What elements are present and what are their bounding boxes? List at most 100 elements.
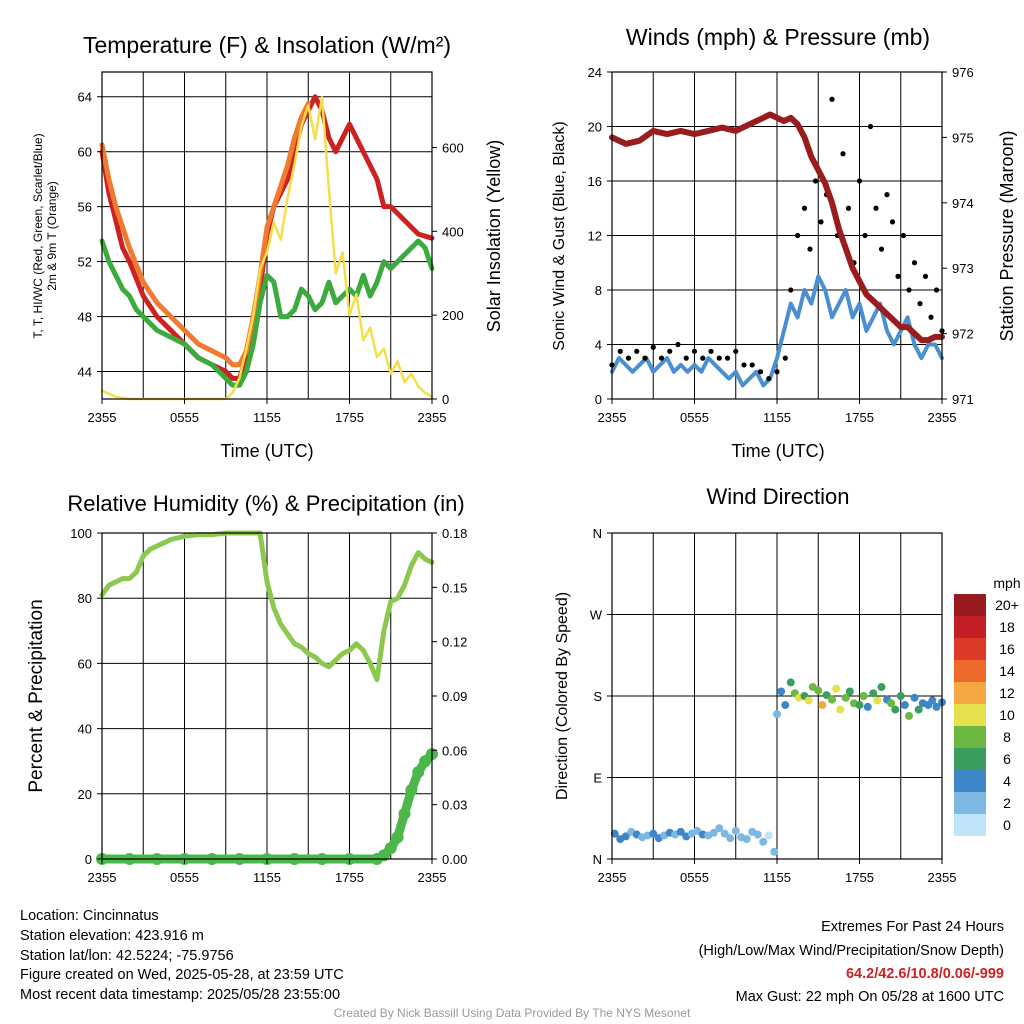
x-axis-label: Time (UTC) xyxy=(731,441,824,461)
credit-text: Created By Nick Bassill Using Data Provi… xyxy=(333,1006,691,1020)
x-tick-label: 0555 xyxy=(680,870,709,885)
gust-point xyxy=(889,219,896,225)
gust-point xyxy=(884,192,890,198)
x-tick-label: 1155 xyxy=(763,870,791,885)
x-tick-label: 1155 xyxy=(253,870,281,885)
direction-point xyxy=(764,831,773,840)
direction-point xyxy=(676,827,685,836)
y-tick-label: 20 xyxy=(588,120,602,135)
y-tick-label: 48 xyxy=(78,310,92,325)
gust-point xyxy=(667,348,673,354)
y2-tick-label: 200 xyxy=(442,308,464,323)
legend-title: mph xyxy=(993,575,1020,591)
series-line-2m-td xyxy=(99,238,435,388)
y-tick-label: 100 xyxy=(70,526,92,541)
extremes-subtitle: (High/Low/Max Wind/Precipitation/Snow De… xyxy=(698,943,1004,959)
gust-point xyxy=(878,246,885,252)
y-tick-label: 12 xyxy=(588,229,602,244)
y2-tick-label: 975 xyxy=(952,130,974,145)
gust-point xyxy=(741,362,747,368)
y2-tick-label: 974 xyxy=(952,196,974,211)
y2-tick-label: 0.06 xyxy=(442,743,467,758)
chart-title: Temperature (F) & Insolation (W/m²) xyxy=(83,32,451,58)
direction-point xyxy=(720,829,729,838)
y2-tick-label: 400 xyxy=(442,224,464,239)
direction-point xyxy=(891,705,900,714)
gust-point xyxy=(675,341,681,348)
direction-point xyxy=(928,696,937,705)
x-tick-label: 0555 xyxy=(680,410,709,425)
gust-point xyxy=(873,205,879,211)
legend-swatch xyxy=(954,682,986,704)
y2-tick-label: 0.15 xyxy=(442,580,467,595)
legend-label: 10 xyxy=(999,707,1015,723)
legend-swatch xyxy=(954,770,986,792)
y2-axis-label: Solar Insolation (Yellow) xyxy=(484,140,504,332)
gust-point xyxy=(906,287,912,293)
direction-point xyxy=(841,693,850,702)
y-tick-label: 4 xyxy=(595,338,602,353)
gust-point xyxy=(856,178,863,184)
recent-timestamp-text: Most recent data timestamp: 2025/05/28 2… xyxy=(20,987,341,1003)
x-axis-label: Time (UTC) xyxy=(220,441,313,461)
y-tick-label: 80 xyxy=(78,591,92,606)
gust-point xyxy=(829,96,835,102)
created-text: Figure created on Wed, 2025-05-28, at 23… xyxy=(20,967,344,983)
direction-point xyxy=(726,834,735,843)
direction-point xyxy=(777,687,786,696)
y-tick-label: 24 xyxy=(588,65,602,80)
y-tick-label: N xyxy=(593,852,602,867)
y2-tick-label: 972 xyxy=(952,327,974,342)
gust-point xyxy=(812,178,819,184)
y-axis-label: Percent & Precipitation xyxy=(26,599,47,792)
gust-point xyxy=(795,232,801,239)
y2-tick-label: 0.18 xyxy=(442,526,467,541)
y-axis-label: T, T, HI/WC (Red, Green, Scarlet/Blue) xyxy=(31,133,45,338)
series-line-rh xyxy=(99,530,435,683)
direction-point xyxy=(731,826,740,835)
x-tick-label: 2355 xyxy=(418,870,447,885)
gust-point xyxy=(922,273,929,279)
legend-swatch xyxy=(954,594,986,616)
elevation-text: Station elevation: 423.916 m xyxy=(20,928,204,944)
legend-swatch xyxy=(954,616,986,638)
y-tick-label: 0 xyxy=(85,852,92,867)
direction-point xyxy=(914,705,923,714)
x-tick-label: 1755 xyxy=(335,410,364,425)
legend-label: 0 xyxy=(1003,817,1011,833)
direction-point xyxy=(621,832,630,841)
direction-point xyxy=(855,701,864,710)
gust-point xyxy=(818,219,824,225)
direction-point xyxy=(715,824,724,833)
gust-point xyxy=(807,246,813,252)
x-tick-label: 2355 xyxy=(88,870,117,885)
y-tick-label: 40 xyxy=(78,722,92,737)
direction-point xyxy=(781,701,790,710)
gust-point xyxy=(917,301,923,307)
direction-point xyxy=(753,830,762,839)
legend-swatch xyxy=(954,748,986,770)
direction-point xyxy=(786,678,795,687)
y-axis-label-line2: 2m & 9m T (Orange) xyxy=(45,181,59,291)
gust-point xyxy=(840,151,846,157)
y-tick-label: 20 xyxy=(78,787,92,802)
max-gust-text: Max Gust: 22 mph On 05/28 at 1600 UTC xyxy=(735,989,1004,1005)
gust-point xyxy=(911,260,918,266)
y2-tick-label: 0.00 xyxy=(442,852,467,867)
gust-point xyxy=(867,123,874,130)
direction-point xyxy=(836,705,845,714)
legend-swatch xyxy=(954,704,986,726)
gust-point xyxy=(788,287,794,293)
legend-label: 8 xyxy=(1003,729,1011,745)
gust-point xyxy=(782,355,788,361)
direction-point xyxy=(859,692,868,700)
y2-tick-label: 0.09 xyxy=(442,689,467,704)
chart-title: Relative Humidity (%) & Precipitation (i… xyxy=(67,491,464,516)
direction-point xyxy=(905,711,913,720)
latlon-text: Station lat/lon: 42.5224; -75.9756 xyxy=(20,948,234,964)
legend-swatch xyxy=(954,726,986,748)
direction-point xyxy=(742,835,751,844)
legend-swatch xyxy=(954,792,986,814)
y-axis-label: Direction (Colored By Speed) xyxy=(554,592,571,800)
